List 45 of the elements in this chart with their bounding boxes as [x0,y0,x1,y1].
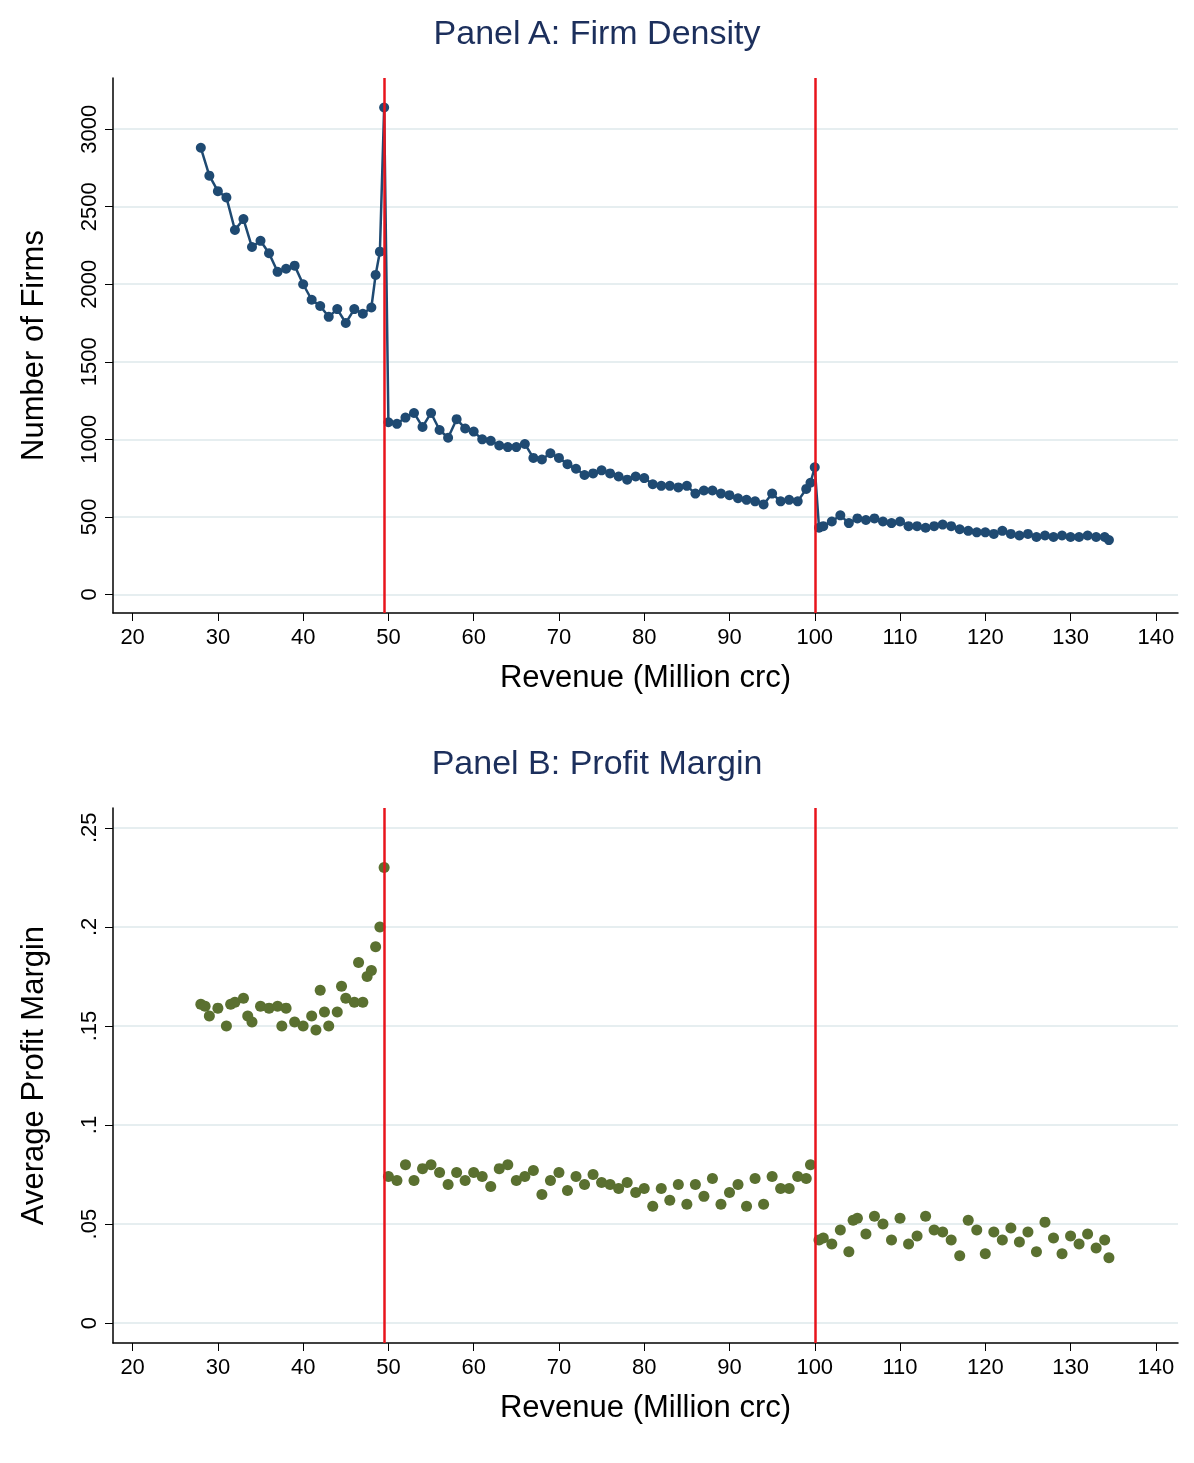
x-tick-label: 40 [290,1353,316,1379]
x-tick-label: 30 [205,623,231,649]
x-tick-label: 120 [966,623,1004,649]
x-tick-label: 140 [1137,1353,1175,1379]
y-tick-label: 3000 [75,104,101,154]
y-tick-label: 2500 [75,182,101,232]
x-tick-label: 120 [966,1353,1004,1379]
x-tick-label: 110 [882,623,918,649]
y-tick-label: .15 [75,1010,101,1042]
x-tick-label: 100 [796,1353,834,1379]
y-tick-label: 0 [75,1317,101,1330]
x-tick-label: 70 [546,1353,572,1379]
x-tick-label: 40 [290,623,316,649]
x-tick-label: 60 [461,1353,486,1379]
y-tick-label: 500 [75,498,101,536]
x-tick-label: 130 [1052,1353,1089,1379]
y-tick-label: .1 [75,1115,101,1135]
x-tick-label: 130 [1052,623,1089,649]
x-tick-label: 20 [120,1353,145,1379]
x-tick-label: 20 [120,623,145,649]
y-tick-label: .2 [75,917,101,937]
x-tick-label: 80 [631,1353,657,1379]
x-axis-title: Revenue (Million crc) [499,1389,792,1424]
x-tick-label: 80 [631,623,657,649]
y-axis-title: Average Profit Margin [15,925,50,1226]
x-tick-label: 140 [1137,623,1175,649]
x-tick-label: 70 [546,623,572,649]
x-tick-label: 90 [717,623,742,649]
y-tick-label: .25 [75,812,101,844]
chart-title: Panel B: Profit Margin [431,743,763,781]
x-tick-label: 100 [796,623,834,649]
y-tick-label: 0 [75,588,101,601]
x-tick-label: 60 [461,623,486,649]
y-tick-label: 1500 [75,337,101,387]
x-tick-label: 110 [882,1353,918,1379]
x-tick-label: 90 [717,1353,742,1379]
x-axis-title: Revenue (Million crc) [499,659,792,694]
y-tick-label: 2000 [75,259,101,309]
x-tick-label: 50 [376,623,401,649]
x-tick-label: 30 [205,1353,231,1379]
chart-title: Panel A: Firm Density [433,13,761,51]
x-tick-label: 50 [376,1353,401,1379]
y-tick-label: .05 [75,1208,101,1240]
y-tick-label: 1000 [75,414,101,464]
y-axis-title: Number of Firms [15,230,50,461]
